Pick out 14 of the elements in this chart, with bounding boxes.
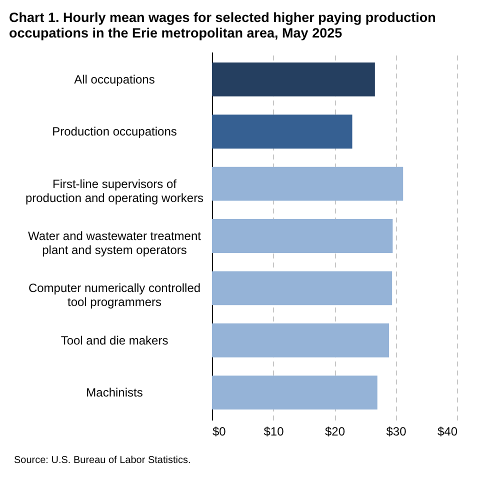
y-tick-label: Machinists [86,386,143,400]
source-note: Source: U.S. Bureau of Labor Statistics. [14,455,191,466]
y-tick-label: All occupations [74,72,155,86]
chart-title: Chart 1. Hourly mean wages for selected higher paying production occupations in the Erie metropolitan area, May 2025 [9,10,436,40]
x-tick-label: $10 [264,424,284,438]
x-tick-label: $20 [324,424,346,438]
y-tick-label: Tool and die makers [60,333,168,348]
y-tick-label: Water and wastewater treatment plant and system operators [28,229,202,257]
x-tick-label: $40 [437,424,458,438]
y-tick-label: First-line supervisors of production and operating workers [25,176,204,205]
x-tick-label: $0 [212,424,226,438]
y-tick-label: Production occupations [52,124,177,139]
x-tick-label: $30 [386,424,407,438]
y-tick-label: Computer numerically controlled tool programmers [28,281,201,310]
